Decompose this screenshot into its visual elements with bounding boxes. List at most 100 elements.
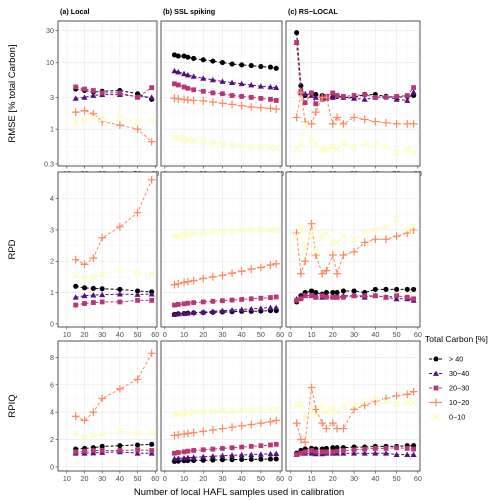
panel-border [57,171,158,328]
data-point-10-20 [322,424,331,433]
data-point-20-30 [330,449,336,455]
data-point-0-10 [81,274,89,282]
data-point-0-10 [410,399,418,407]
data-point-10-20 [360,401,369,410]
panel-rpiq-c-rs-local: 0 10 20 30 40 50 60 [285,340,422,483]
x-tick-label: 60 [151,474,159,483]
data-point-20-30 [294,297,300,303]
data-point-10-20 [183,277,192,286]
data-point-20-30 [220,298,225,304]
data-point-20-30 [149,85,155,91]
data-point-10-20 [189,96,198,105]
data-point-20-30 [273,294,279,300]
legend-key-marker [432,398,440,407]
x-tick-label: 0 [288,474,292,483]
data-point-0-10 [190,229,198,237]
data-point-0-10 [361,229,369,237]
data-point-30-40 [329,94,336,100]
data-point-0-10 [301,414,309,422]
data-point-20-30 [135,297,140,303]
data-point-10-20 [256,263,265,272]
data-point-10-20 [333,113,341,122]
data-point-30-40 [209,76,216,83]
data-point-0-10 [403,226,411,234]
data-point-30-40 [209,453,216,459]
data-point-10-20 [180,430,188,438]
data-point-20-30 [239,444,245,450]
y-tick-label: 0 [50,319,54,328]
y-axis-title-rmse: RMSE [% total Carbon] [7,44,18,142]
data-point-0-10 [322,229,330,237]
data-point-10-20 [272,259,281,268]
data-point-30-40 [273,304,280,310]
series-0-10 [170,133,280,152]
data-point-0-10 [333,145,341,153]
data-point-20-30 [185,448,191,454]
data-point-0-10 [393,215,401,223]
data-point-30-40 [181,70,188,77]
data-point-20-30 [294,452,300,457]
panel-border [57,340,158,472]
data-point-0-10 [174,135,182,143]
data-point-20-30 [99,448,105,453]
legend-key-marker [433,370,439,376]
data-point-10-20 [296,269,305,278]
data-point-0-10 [184,136,192,144]
data-point-30-40 [404,97,411,103]
data-point-30-40 [229,452,236,458]
legend-key-marker [432,413,440,421]
series-30-40 [72,291,155,300]
data-point-40 [258,64,264,70]
data-point-10-20 [296,435,305,444]
data-point-20-30 [172,81,177,87]
x-tick-label: 20 [81,330,89,339]
data-point-40 [135,442,141,448]
data-point-30-40 [148,450,155,456]
data-point-20-30 [341,94,346,99]
data-point-0-10 [184,231,192,239]
data-point-30-40 [72,95,79,101]
data-point-30-40 [248,305,255,312]
data-point-0-10 [89,273,97,281]
data-point-30-40 [393,96,400,102]
data-point-10-20 [266,104,275,113]
panel-border [285,20,421,167]
series-20-30 [172,294,279,308]
data-point-10-20 [199,97,208,105]
data-point-20-30 [394,94,400,99]
panel-title-local: (a) Local [60,7,90,16]
series-10-20 [71,349,156,425]
data-point-0-10 [301,245,309,253]
data-point-30-40 [116,291,123,297]
x-tick-label: 50 [134,330,142,339]
data-point-0-10 [148,116,156,124]
data-point-10-20 [292,419,301,428]
data-point-0-10 [393,148,401,156]
data-point-30-40 [148,94,155,100]
data-point-10-20 [322,266,331,275]
data-point-30-40 [190,454,197,460]
y-axis-titles: RMSE [% total Carbon] RPD RPIQ [7,44,18,417]
data-point-40 [340,288,346,294]
data-point-40 [219,59,226,66]
x-tick-label: 10 [63,330,71,339]
data-point-20-30 [181,301,187,307]
series-line-0-10 [296,122,414,153]
data-point-30-40 [219,307,226,314]
data-point-40 [372,286,378,292]
y-tick-label: 0.3 [44,160,54,169]
data-point-10-20 [147,137,156,146]
legend-label-20-30: 20−30 [449,384,469,393]
x-tick-label: 0 [163,330,167,339]
data-point-20-30 [258,95,264,101]
data-point-0-10 [297,223,305,231]
x-tick-label: 10 [180,330,188,339]
series-0-10 [293,120,418,156]
data-point-30-40 [229,307,236,313]
data-point-10-20 [98,233,107,242]
data-point-30-40 [229,79,236,85]
data-point-10-20 [133,375,142,384]
data-point-0-10 [272,226,280,234]
panel-rmse-a-local: 0.3131030102030405060 [44,20,159,178]
data-point-0-10 [293,232,301,240]
